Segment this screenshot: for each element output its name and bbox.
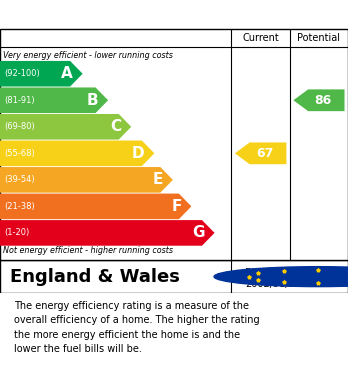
- Polygon shape: [0, 194, 191, 219]
- Polygon shape: [235, 142, 286, 164]
- Text: Current: Current: [242, 33, 279, 43]
- Text: A: A: [61, 66, 73, 81]
- Text: D: D: [132, 146, 145, 161]
- Text: Energy Efficiency Rating: Energy Efficiency Rating: [10, 7, 220, 22]
- Circle shape: [214, 267, 348, 287]
- Text: (69-80): (69-80): [4, 122, 35, 131]
- Polygon shape: [293, 90, 345, 111]
- Text: EU Directive: EU Directive: [245, 268, 306, 278]
- Text: F: F: [171, 199, 182, 214]
- Polygon shape: [0, 167, 173, 193]
- Text: E: E: [153, 172, 163, 187]
- Text: 67: 67: [256, 147, 274, 160]
- Text: (92-100): (92-100): [4, 69, 40, 78]
- Polygon shape: [0, 140, 155, 166]
- Text: Not energy efficient - higher running costs: Not energy efficient - higher running co…: [3, 246, 174, 255]
- Text: (1-20): (1-20): [4, 228, 30, 237]
- Text: (55-68): (55-68): [4, 149, 35, 158]
- Polygon shape: [0, 61, 82, 86]
- Text: The energy efficiency rating is a measure of the
overall efficiency of a home. T: The energy efficiency rating is a measur…: [14, 301, 260, 354]
- Text: 2002/91/EC: 2002/91/EC: [245, 279, 302, 289]
- Text: 86: 86: [315, 94, 332, 107]
- Polygon shape: [0, 88, 108, 113]
- Text: B: B: [87, 93, 98, 108]
- Polygon shape: [0, 114, 131, 140]
- Text: (21-38): (21-38): [4, 202, 35, 211]
- Text: C: C: [110, 119, 121, 134]
- Text: G: G: [192, 225, 205, 240]
- Text: Very energy efficient - lower running costs: Very energy efficient - lower running co…: [3, 51, 173, 60]
- Text: (81-91): (81-91): [4, 96, 35, 105]
- Text: (39-54): (39-54): [4, 175, 35, 184]
- Polygon shape: [0, 220, 214, 246]
- Text: England & Wales: England & Wales: [10, 267, 180, 286]
- Text: Potential: Potential: [298, 33, 340, 43]
